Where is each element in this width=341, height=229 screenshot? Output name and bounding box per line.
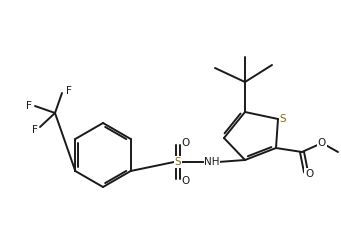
Text: F: F xyxy=(32,125,38,135)
Text: S: S xyxy=(280,114,286,124)
Text: S: S xyxy=(175,157,181,167)
Text: O: O xyxy=(182,176,190,186)
Text: O: O xyxy=(318,138,326,148)
Text: O: O xyxy=(182,138,190,148)
Text: F: F xyxy=(66,86,72,96)
Text: NH: NH xyxy=(204,157,220,167)
Text: O: O xyxy=(305,169,313,179)
Text: F: F xyxy=(26,101,32,111)
